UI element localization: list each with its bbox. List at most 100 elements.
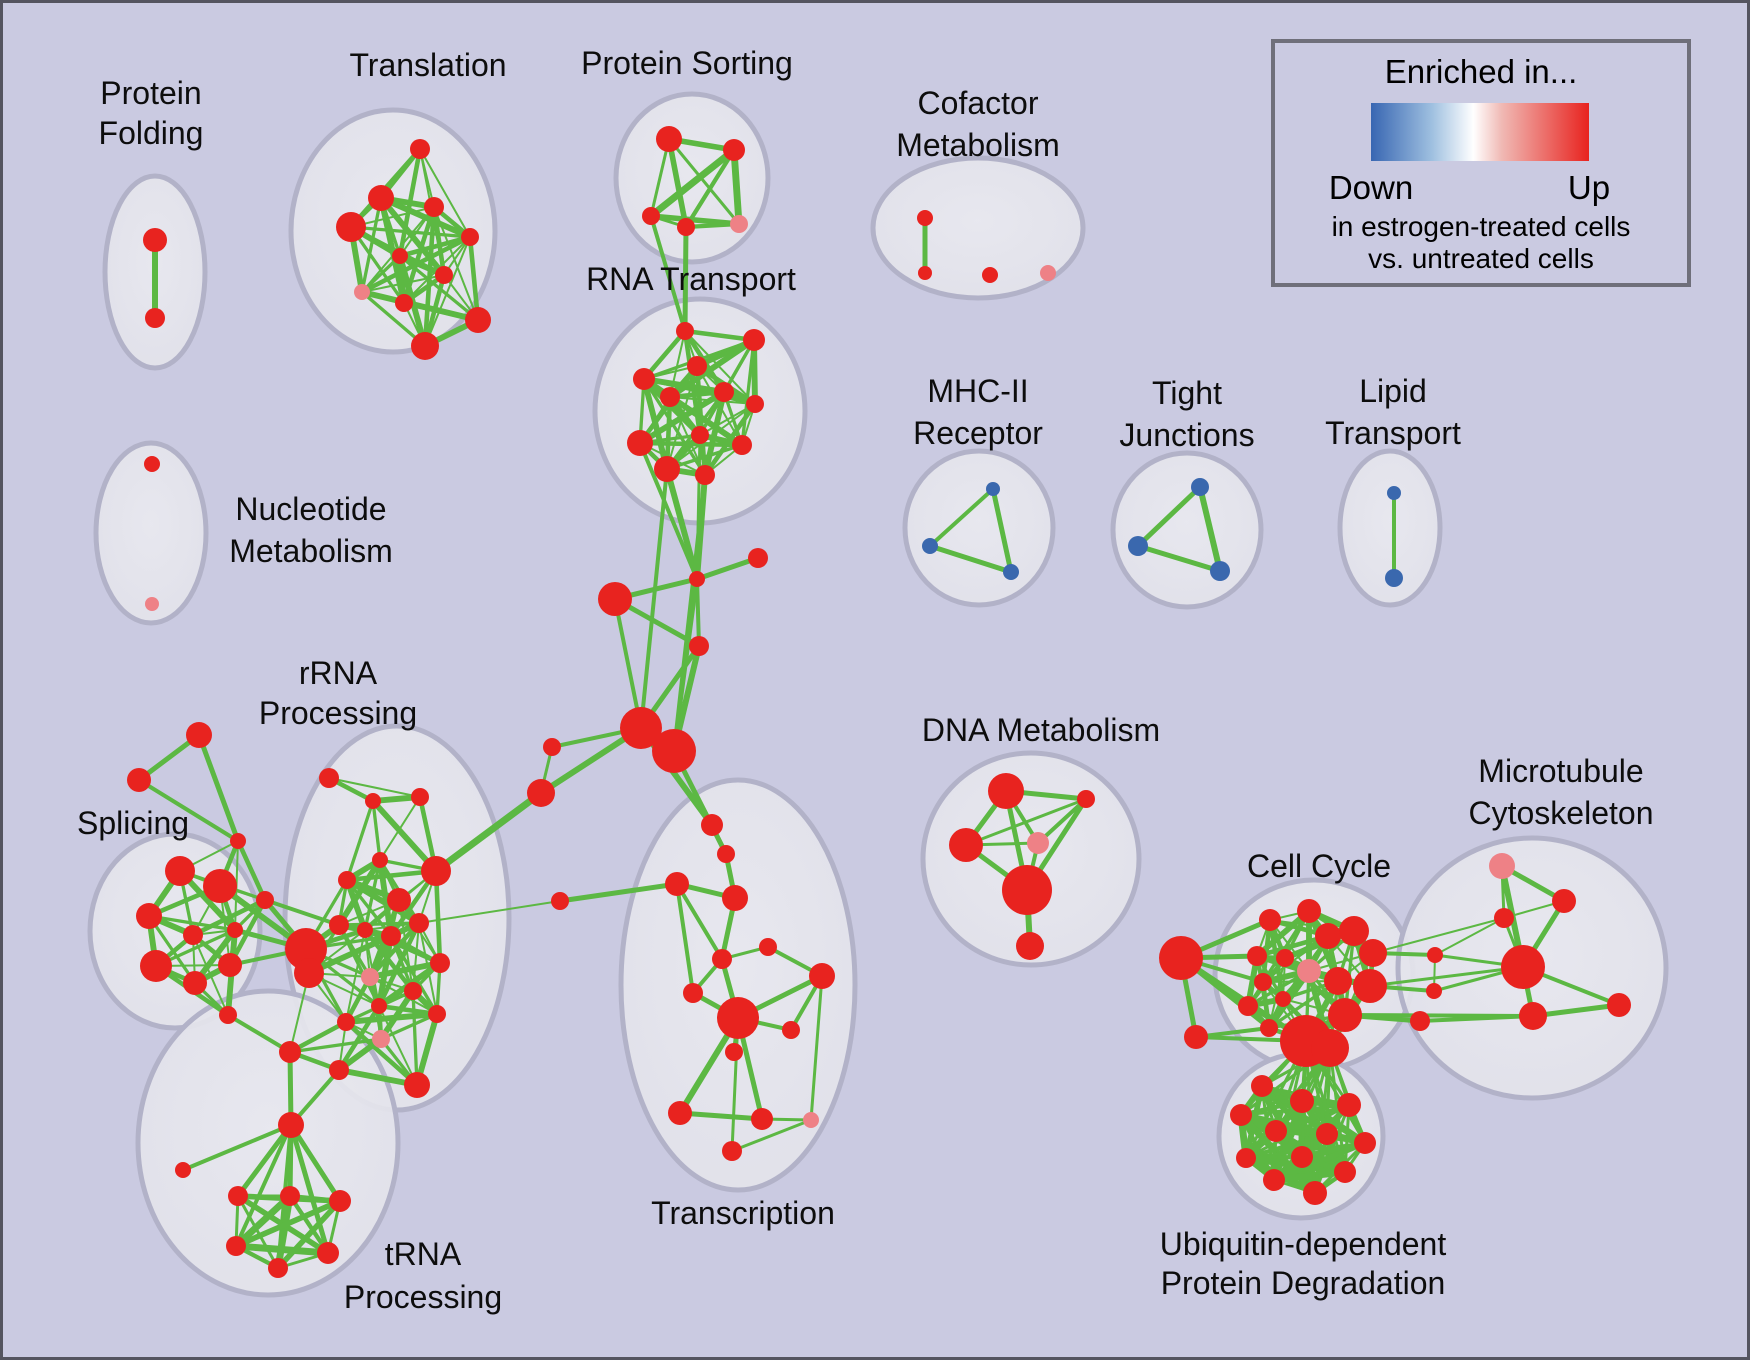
node-mhc-1 <box>922 538 938 554</box>
node-rna_transport-8 <box>627 430 653 456</box>
edge-trna <box>275 1198 343 1271</box>
edge-translation <box>424 236 471 347</box>
edge-bridges <box>694 555 761 582</box>
node-bridges-8 <box>551 892 569 910</box>
node-translation-6 <box>435 266 453 284</box>
edge-rna_transport <box>699 403 756 436</box>
node-splicing-7 <box>227 922 243 938</box>
cluster-ellipse-mhc <box>902 448 1056 608</box>
cluster-label-transcription: Transcription <box>651 1195 835 1231</box>
node-bridges-3 <box>689 636 709 656</box>
edge-rrna <box>379 1012 439 1041</box>
node-tight-2 <box>1210 561 1230 581</box>
edge-splicing <box>137 778 240 843</box>
node-dna-2 <box>949 828 983 862</box>
node-cell_cycle-3 <box>1297 899 1321 923</box>
node-translation-5 <box>392 248 408 264</box>
node-cell_cycle-2 <box>1259 909 1281 931</box>
node-ubiquitin-4 <box>1265 1120 1287 1142</box>
edge-link <box>557 881 680 904</box>
edge-trna <box>232 1242 332 1257</box>
edge-trna <box>274 1192 294 1272</box>
node-dna-4 <box>1002 865 1052 915</box>
node-transcription-10 <box>725 1043 743 1061</box>
node-rrna-5 <box>338 871 356 889</box>
node-translation-7 <box>354 284 370 300</box>
cluster-label-mhc: MHC-II <box>927 373 1028 409</box>
edge-ubiquitin <box>1243 1131 1330 1161</box>
edge-translation <box>397 234 473 259</box>
network-svg: Protein Folding Translation Protein Sorting… <box>77 45 1669 1315</box>
node-cell_cycle-9 <box>1297 959 1321 983</box>
node-protein_sorting-0 <box>656 126 682 152</box>
edge-mhc <box>990 486 1014 575</box>
node-rrna-8 <box>357 922 373 938</box>
node-transcription-6 <box>809 963 835 989</box>
node-microtubule-0 <box>1489 853 1515 879</box>
node-rna_transport-3 <box>633 368 655 390</box>
edge-translation <box>361 274 445 293</box>
node-splicing-10 <box>218 953 242 977</box>
node-trna-5 <box>226 1236 246 1256</box>
node-rna_transport-1 <box>743 329 765 351</box>
cluster-label-cofactor: Cofactor <box>918 85 1039 121</box>
node-transcription-5 <box>712 949 732 969</box>
node-rrna-1 <box>365 793 381 809</box>
node-cell_cycle-15 <box>1328 998 1362 1032</box>
node-cell_cycle-13 <box>1238 996 1258 1016</box>
edge-protein_sorting <box>649 137 671 218</box>
edge-microtubule <box>1530 1002 1622 1019</box>
node-ubiquitin-8 <box>1291 1146 1313 1168</box>
edge-rrna <box>433 868 443 966</box>
edge-rrna <box>288 1037 383 1054</box>
node-rrna-19 <box>372 1030 390 1048</box>
node-translation-3 <box>336 212 366 242</box>
edge-trna <box>181 1123 293 1172</box>
edge-splicing <box>147 914 197 985</box>
edge-link <box>432 789 545 875</box>
node-splicing-8 <box>140 950 172 982</box>
cluster-label-tight: Junctions <box>1119 417 1254 453</box>
edge-rrna <box>336 857 383 928</box>
node-translation-8 <box>395 294 413 312</box>
edge-trna <box>287 1193 331 1256</box>
node-rrna-4 <box>421 856 451 886</box>
edge-rrna <box>379 796 421 861</box>
legend-up-label: Up <box>1567 169 1611 206</box>
node-rrna-11 <box>285 928 327 970</box>
edge-rrna <box>345 799 375 882</box>
edge-rna_transport <box>682 328 757 343</box>
edge-link <box>664 466 700 582</box>
node-splicing-3 <box>165 856 195 886</box>
node-bridges-1 <box>748 548 768 568</box>
cluster-label-protein_folding: Folding <box>99 115 204 151</box>
edge-bridges <box>613 597 643 730</box>
edge-rrna <box>367 920 422 980</box>
edge-translation <box>349 225 406 305</box>
cluster-label-splicing: Splicing <box>77 805 189 841</box>
node-translation-0 <box>410 139 430 159</box>
node-protein_sorting-2 <box>642 207 660 225</box>
edge-rna_transport <box>684 330 756 405</box>
edge-mhc <box>927 543 1014 575</box>
node-cell_cycle-8 <box>1276 949 1294 967</box>
edge-trna <box>233 1198 343 1249</box>
node-splicing-5 <box>136 903 162 929</box>
cluster-label-trna: Processing <box>344 1279 502 1315</box>
node-ubiquitin-5 <box>1316 1123 1338 1145</box>
edge-dna <box>964 797 1088 847</box>
node-transcription-1 <box>717 845 735 863</box>
edge-tight <box>1135 484 1203 549</box>
edge-mhc <box>928 487 995 548</box>
node-transcription-11 <box>668 1101 692 1125</box>
node-splicing-1 <box>127 768 151 792</box>
node-cofactor-3 <box>1040 265 1056 281</box>
cluster-label-tight: Tight <box>1152 375 1222 411</box>
node-transcription-4 <box>759 938 777 956</box>
node-rrna-15 <box>404 982 422 1000</box>
node-cell_cycle-11 <box>1324 967 1352 995</box>
node-transcription-7 <box>683 983 703 1003</box>
node-bridges-5 <box>652 729 696 773</box>
node-microtubule-5 <box>1426 983 1442 999</box>
node-rrna-20 <box>279 1041 301 1063</box>
